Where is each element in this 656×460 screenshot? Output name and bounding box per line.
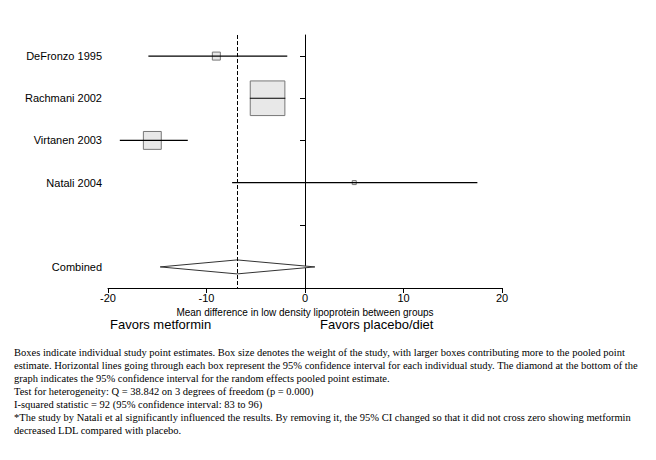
- html-text:*The study by Natali et al sig: *The study by Natali et al significantly…: [14, 412, 631, 436]
- html-text:Boxes indicate individual stud: Boxes indicate individual study point es…: [14, 347, 638, 384]
- svg-text:Virtanen 2003: Virtanen 2003: [34, 134, 102, 146]
- svg-text:Favors placebo/diet: Favors placebo/diet: [320, 317, 434, 332]
- svg-text:10: 10: [397, 292, 409, 304]
- svg-text:Rachmani 2002: Rachmani 2002: [25, 92, 102, 104]
- svg-text:DeFronzo 1995: DeFronzo 1995: [26, 50, 102, 62]
- svg-text:Mean difference in low density: Mean difference in low density lipoprote…: [176, 307, 433, 318]
- svg-text:0: 0: [302, 292, 308, 304]
- svg-text:Favors metformin: Favors metformin: [110, 317, 211, 332]
- svg-text:-10: -10: [199, 292, 215, 304]
- html-text:Test for heterogeneity: Q = 38: Test for heterogeneity: Q = 38.842 on 3 …: [14, 386, 314, 397]
- svg-text:-20: -20: [100, 292, 116, 304]
- svg-text:20: 20: [496, 292, 508, 304]
- svg-text:Combined: Combined: [52, 261, 102, 273]
- html-text:I-squared statistic = 92 (95%: I-squared statistic = 92 (95% confidence…: [14, 399, 263, 410]
- svg-text:Natali 2004: Natali 2004: [46, 177, 102, 189]
